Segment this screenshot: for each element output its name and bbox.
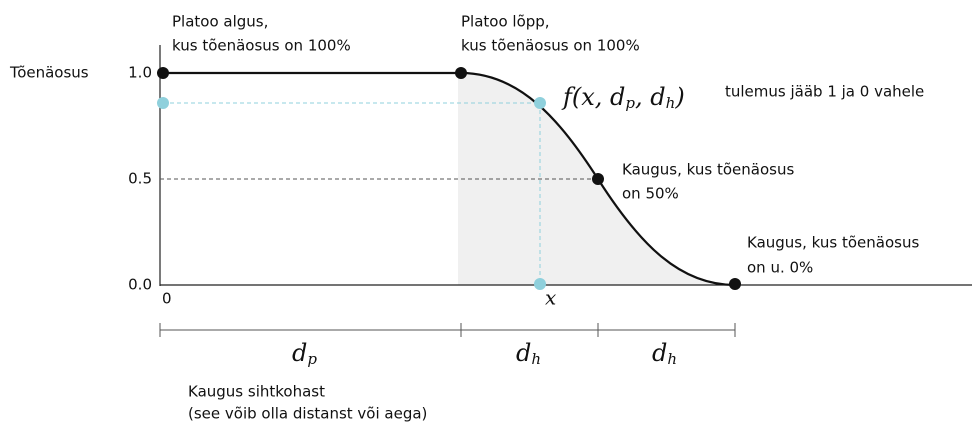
formula: f(x, dp, dh) [561, 83, 685, 113]
note: on 50% [622, 185, 679, 203]
note: kus tõenäosus on 100% [172, 37, 351, 55]
segment-label: dp [292, 339, 317, 369]
point [157, 67, 169, 79]
note: tulemus jääb 1 ja 0 vahele [725, 83, 924, 101]
tick: 0.0 [128, 276, 152, 294]
tick: 1.0 [128, 64, 152, 82]
point [157, 97, 169, 109]
note: kus tõenäosus on 100% [461, 37, 640, 55]
note: on u. 0% [747, 259, 813, 277]
point [534, 97, 546, 109]
caption: Kaugus sihtkohast [188, 383, 325, 401]
x-label: x [545, 286, 556, 310]
note: Platoo algus, [172, 13, 268, 31]
segment-label: dh [516, 339, 541, 369]
y-label: Tõenäosus [9, 64, 89, 82]
note: Kaugus, kus tõenäosus [622, 161, 794, 179]
point [729, 278, 741, 290]
caption: (see võib olla distanst või aega) [188, 405, 427, 423]
point [455, 67, 467, 79]
tick: 0.5 [128, 170, 152, 188]
origin: 0 [162, 290, 172, 308]
note: Kaugus, kus tõenäosus [747, 234, 919, 252]
point [592, 173, 604, 185]
point [534, 278, 546, 290]
note: Platoo lõpp, [461, 13, 550, 31]
segment-label: dh [652, 339, 677, 369]
